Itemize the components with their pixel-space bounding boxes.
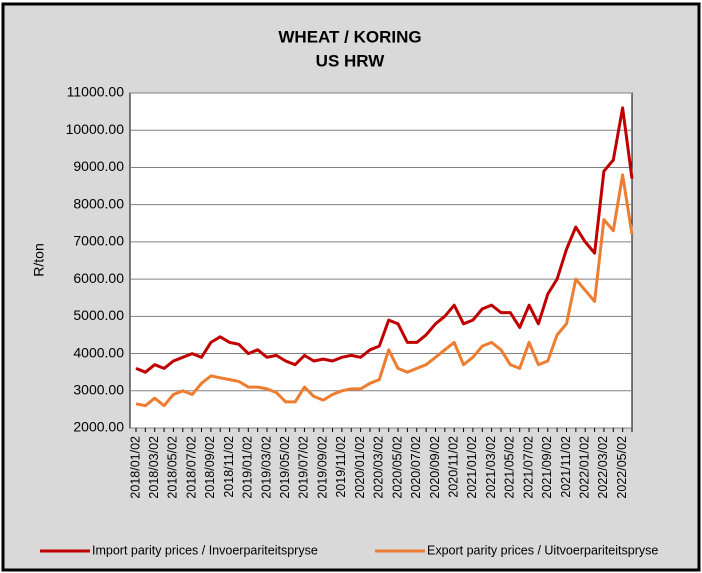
y-axis-label: R/ton [31,243,47,276]
x-tick-label: 2020/05/02 [390,436,404,499]
x-tick-label: 2019/05/02 [278,436,292,499]
y-tick-label: 6000.00 [73,270,124,286]
chart-title: WHEAT / KORING [278,27,421,46]
x-tick-label: 2019/07/02 [297,436,311,499]
x-tick-label: 2021/01/02 [465,436,479,499]
x-tick-label: 2020/09/02 [428,436,442,499]
y-tick-label: 3000.00 [73,381,124,397]
x-tick-label: 2019/09/02 [315,436,329,499]
x-tick-label: 2019/01/02 [241,436,255,499]
y-tick-label: 7000.00 [73,233,124,249]
series-line [135,106,634,374]
legend-label: Export parity prices / Uitvoerpariteitsp… [427,543,658,557]
x-tick-label: 2020/03/02 [372,436,386,499]
y-tick-label: 9000.00 [73,158,124,174]
y-tick-label: 2000.00 [73,419,124,435]
x-tick-label: 2021/11/02 [559,436,573,498]
x-tick-label: 2019/11/02 [334,436,348,498]
chart-subtitle: US HRW [316,51,386,70]
x-tick-label: 2020/07/02 [409,436,423,499]
x-tick-label: 2021/07/02 [521,436,535,499]
x-tick-label: 2020/11/02 [446,436,460,498]
legend-label: Import parity prices / Invoerpariteitspr… [92,543,318,557]
x-tick-label: 2021/09/02 [540,436,554,499]
series-line [135,173,634,408]
y-tick-label: 8000.00 [73,195,124,211]
x-tick-label: 2022/03/02 [596,436,610,499]
x-tick-label: 2018/05/02 [166,436,180,499]
y-tick-label: 4000.00 [73,344,124,360]
x-tick-label: 2018/01/02 [128,436,142,499]
y-tick-label: 5000.00 [73,307,124,323]
x-tick-label: 2019/03/02 [259,436,273,499]
x-tick-label: 2021/03/02 [484,436,498,499]
x-tick-label: 2018/09/02 [203,436,217,499]
x-tick-label: 2021/05/02 [503,436,517,499]
y-tick-label: 10000.00 [66,121,125,137]
x-tick-label: 2018/07/02 [184,436,198,499]
y-tick-label: 11000.00 [67,84,125,100]
x-tick-label: 2018/11/02 [222,436,236,498]
x-tick-label: 2018/03/02 [147,436,161,499]
x-tick-label: 2022/05/02 [615,436,629,499]
x-tick-label: 2022/01/02 [578,436,592,499]
x-tick-label: 2020/01/02 [353,436,367,499]
